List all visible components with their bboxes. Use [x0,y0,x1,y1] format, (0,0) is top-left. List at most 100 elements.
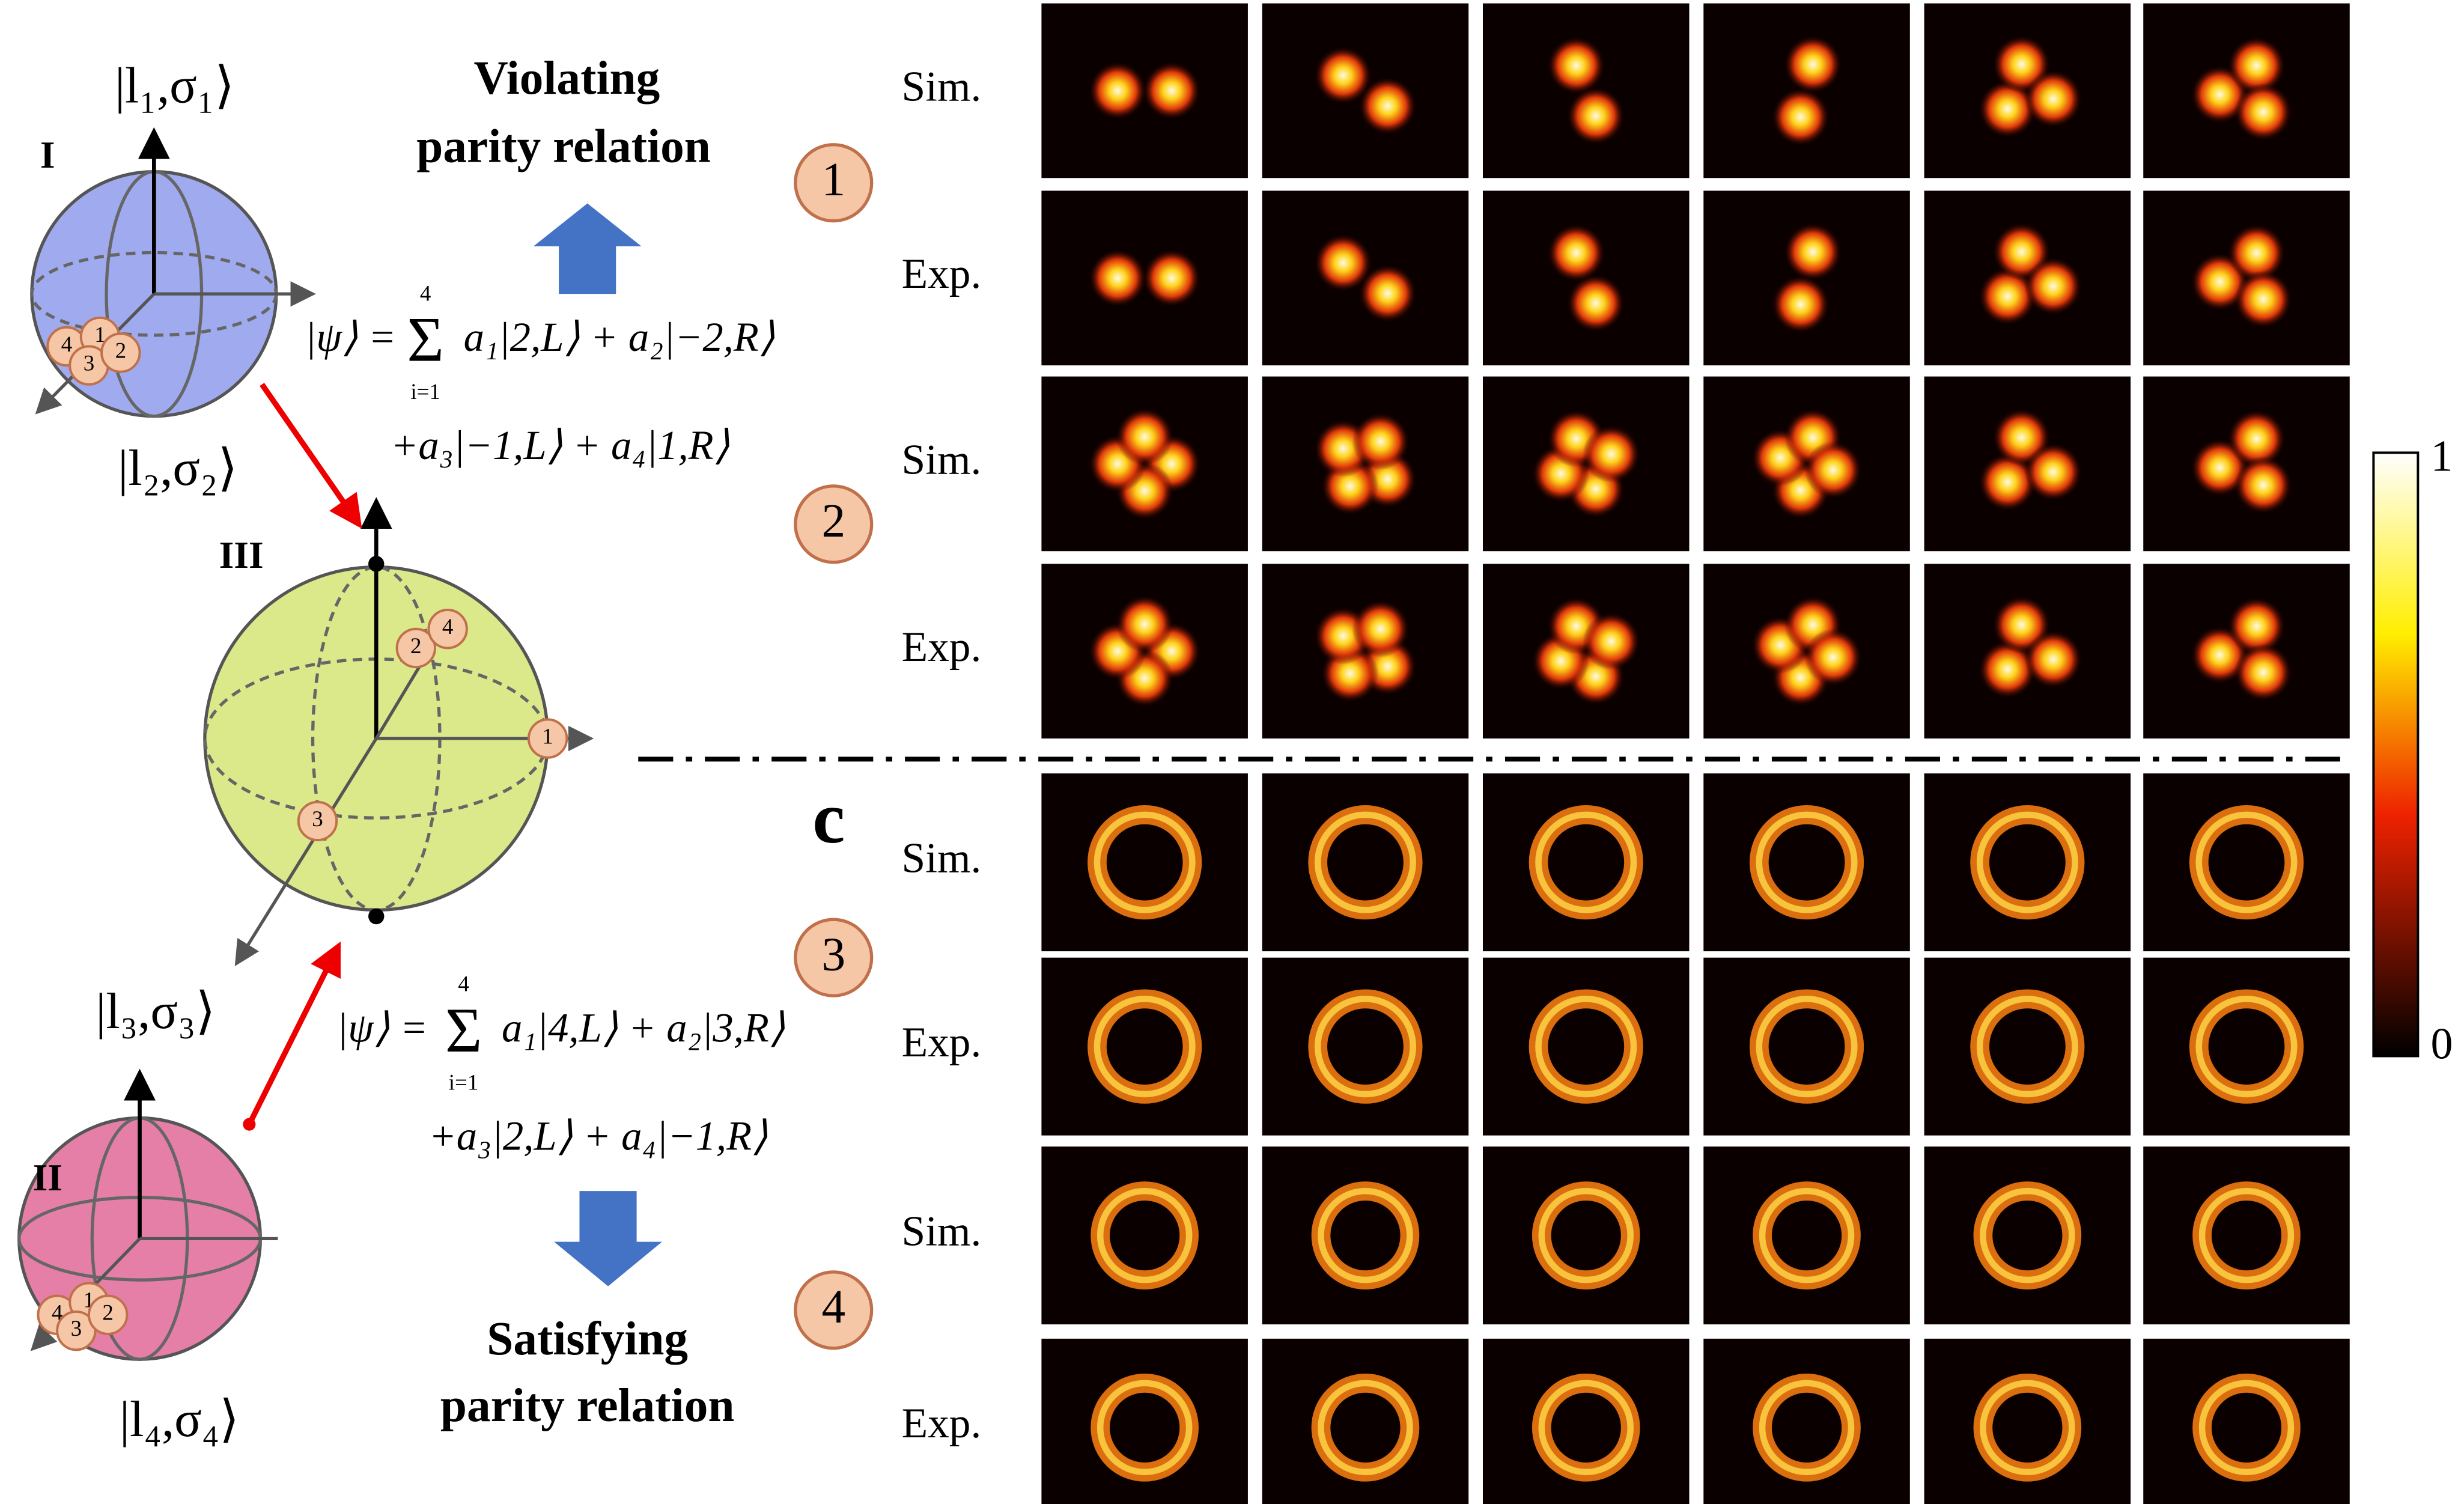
state-point-label: 3 [312,807,323,832]
intensity-ring [1318,1187,1413,1283]
intensity-ring [2195,811,2298,913]
state-point-label: 4 [442,615,454,639]
intensity-ring [1094,996,1196,1098]
row-label: Exp. [902,623,982,671]
marker [794,1270,874,1350]
intensity-lobe [1352,413,1410,470]
intensity-ring [1759,1380,1855,1476]
row-label: Sim. [902,1207,982,1255]
intensity-lobe [1314,47,1372,105]
heading: Violating [473,52,660,105]
state-point [297,800,338,842]
intensity-ring [2198,1380,2295,1476]
marker-label: 4 [821,1280,845,1333]
intensity-image [2143,1146,2350,1325]
colorbar-label: 0 [2431,1019,2453,1068]
intensity-ring [1756,996,1858,1098]
row-label: Exp. [902,1018,982,1066]
eq-sum: Σ [445,995,482,1065]
intensity-ring [1538,1380,1634,1476]
eq-lower: i=1 [410,380,440,404]
intensity-image [1703,1146,1910,1325]
intensity-ring [1980,1380,2075,1476]
state-label: |l₄,σ₄⟩ [120,1392,239,1448]
intensity-lobe [1116,408,1173,466]
eq-upper: 4 [458,972,469,997]
intensity-lobe [2228,597,2286,655]
intensity-ring [1759,1187,1855,1283]
intensity-lobe [2234,644,2292,701]
intensity-lobe [2024,257,2082,315]
eq-line: a₁|4,L⟩ + a₂|3,R⟩ [502,1005,785,1051]
sphere-label: I [40,133,55,176]
eq-lower: i=1 [449,1071,479,1095]
state-point-label: 2 [115,338,127,363]
intensity-lobe [1547,37,1605,94]
tile-grid [1041,3,2350,1504]
intensity-lobe [1089,249,1146,307]
eq-upper: 4 [420,281,431,306]
marker [794,918,874,997]
intensity-lobe [2024,630,2082,688]
marker [794,484,874,564]
intensity-ring [1097,1380,1193,1476]
state-point-label: 4 [61,332,73,357]
intensity-ring [1318,1380,1413,1476]
intensity-lobe [1772,275,1830,333]
intensity-image [1041,957,1248,1136]
intensity-image [1041,773,1248,952]
eq-lhs: |ψ⟩ = [336,1005,428,1051]
intensity-lobe [1143,249,1200,307]
row-label: Sim. [902,62,982,110]
intensity-lobe [1567,275,1625,332]
intensity-lobe [1784,35,1842,93]
marker-label: 1 [821,153,845,206]
sphere-i: I |l₁,σ₁⟩ |l₂,σ₂⟩ 4 1 32 [30,58,316,496]
intensity-lobe [1804,629,1862,686]
intensity-lobe [1979,80,2036,138]
intensity-lobe [1583,425,1640,483]
blue-arrow [554,1191,662,1286]
eq-sum: Σ [407,305,444,375]
intensity-image [1262,957,1469,1136]
intensity-lobe [1089,62,1146,120]
eq-line: +a₃|−1,L⟩ + a₄|1,R⟩ [391,422,730,468]
intensity-image [1703,957,1910,1136]
state-point-label: 2 [102,1301,114,1326]
sphere-label: III [219,534,264,576]
intensity-lobe [2234,83,2292,141]
panel-letter: c [812,778,845,859]
intensity-lobe [1979,267,2036,325]
intensity-ring [1314,811,1417,913]
intensity-image [2143,773,2350,952]
intensity-lobe [1772,88,1830,146]
state-point [100,332,141,373]
intensity-image [1924,1146,2131,1325]
intensity-ring [1097,1187,1193,1283]
row-label: Sim. [902,436,982,483]
intensity-image [1041,1146,1248,1325]
intensity-lobe [1804,441,1862,499]
intensity-ring [1976,996,2078,1098]
intensity-ring [2195,996,2298,1098]
state-point-label: 1 [94,323,106,347]
heading: Satisfying [487,1312,688,1365]
blue-arrow [533,203,642,294]
colorbar [2372,451,2420,1058]
colorbar-label: 1 [2431,432,2453,481]
sphere-iii: III 24 1 3 [203,497,594,966]
sphere-label: II [33,1156,62,1199]
intensity-ring [1535,811,1637,913]
state-label: |l₂,σ₂⟩ [118,440,237,496]
intensity-lobe [1116,595,1173,653]
intensity-ring [1980,1187,2075,1283]
intensity-ring [1314,996,1417,1098]
state-point [56,1310,97,1351]
heading: parity relation [416,120,711,173]
state-point-label: 1 [542,725,553,749]
intensity-lobe [2234,270,2292,328]
state-point-label: 2 [410,634,422,659]
intensity-ring [1094,811,1196,913]
